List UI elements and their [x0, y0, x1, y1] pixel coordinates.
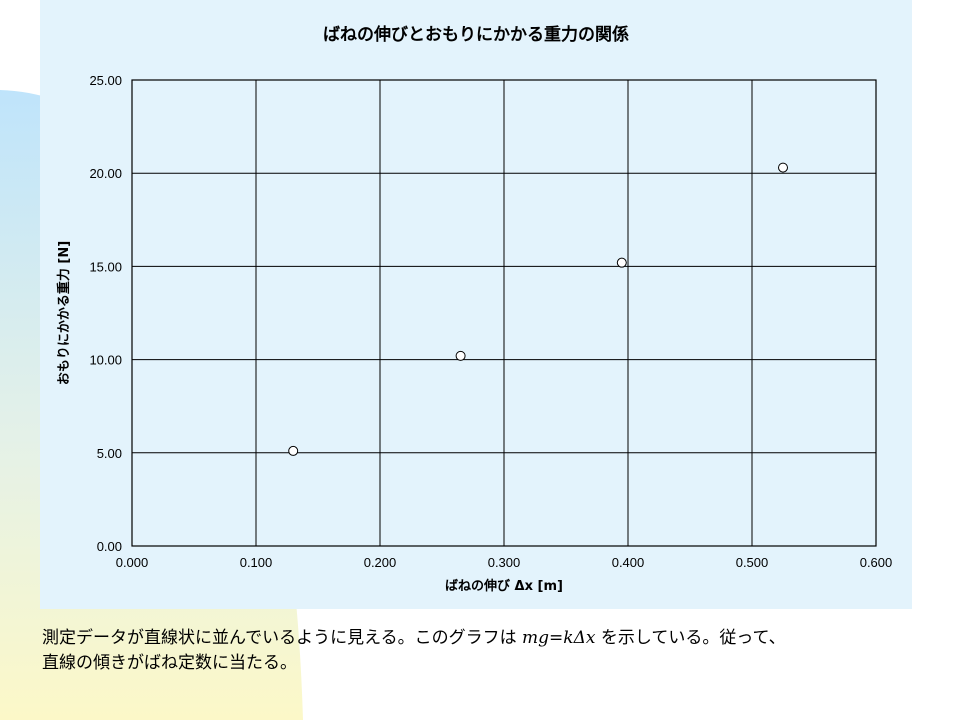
data-point: [288, 445, 299, 456]
caption-line-2: 直線の傾きがばね定数に当たる。: [42, 653, 297, 673]
chart-panel: [40, 0, 912, 609]
plot-area: [131, 79, 877, 547]
grid-lines: [132, 80, 876, 546]
y-tick-label: 5.00: [97, 446, 122, 461]
x-tick-label: 0.200: [364, 555, 397, 570]
data-point: [778, 162, 788, 173]
caption-text-before-formula: 測定データが直線状に並んでいるように見える。このグラフは: [42, 628, 523, 648]
caption-formula: mg=kΔx: [522, 628, 596, 648]
y-tick-label: 25.00: [89, 73, 122, 88]
y-tick-label: 10.00: [89, 353, 122, 368]
x-tick-label: 0.400: [612, 555, 645, 570]
scatter-chart: ばねの伸びとおもりにかかる重力の関係 0.000 0.100 0.200 0.300 0…: [56, 24, 893, 594]
chart-title: ばねの伸びとおもりにかかる重力の関係: [323, 24, 629, 45]
x-axis-title: ばねの伸び Δx [m]: [445, 578, 563, 594]
x-tick-label: 0.300: [488, 555, 521, 570]
x-tick-label: 0.600: [860, 555, 893, 570]
x-tick-label: 0.500: [736, 555, 769, 570]
caption: 測定データが直線状に並んでいるように見える。このグラフは mg=kΔx を示して…: [42, 626, 947, 676]
data-point: [616, 257, 627, 268]
data-points: [288, 162, 788, 456]
data-point: [455, 350, 466, 361]
caption-text-after-formula: を示している。従って、: [595, 628, 786, 648]
y-tick-labels: 0.00 5.00 10.00 15.00 20.00 25.00: [89, 73, 122, 554]
y-tick-label: 20.00: [89, 166, 122, 181]
caption-line-1: 測定データが直線状に並んでいるように見える。このグラフは mg=kΔx を示して…: [42, 626, 947, 651]
x-tick-label: 0.000: [116, 555, 149, 570]
y-tick-label: 0.00: [97, 539, 122, 554]
y-tick-label: 15.00: [89, 259, 122, 274]
y-axis-title: おもりにかかる重力 [N]: [56, 241, 72, 385]
x-tick-labels: 0.000 0.100 0.200 0.300 0.400 0.500 0.600: [116, 555, 893, 570]
x-tick-label: 0.100: [240, 555, 273, 570]
